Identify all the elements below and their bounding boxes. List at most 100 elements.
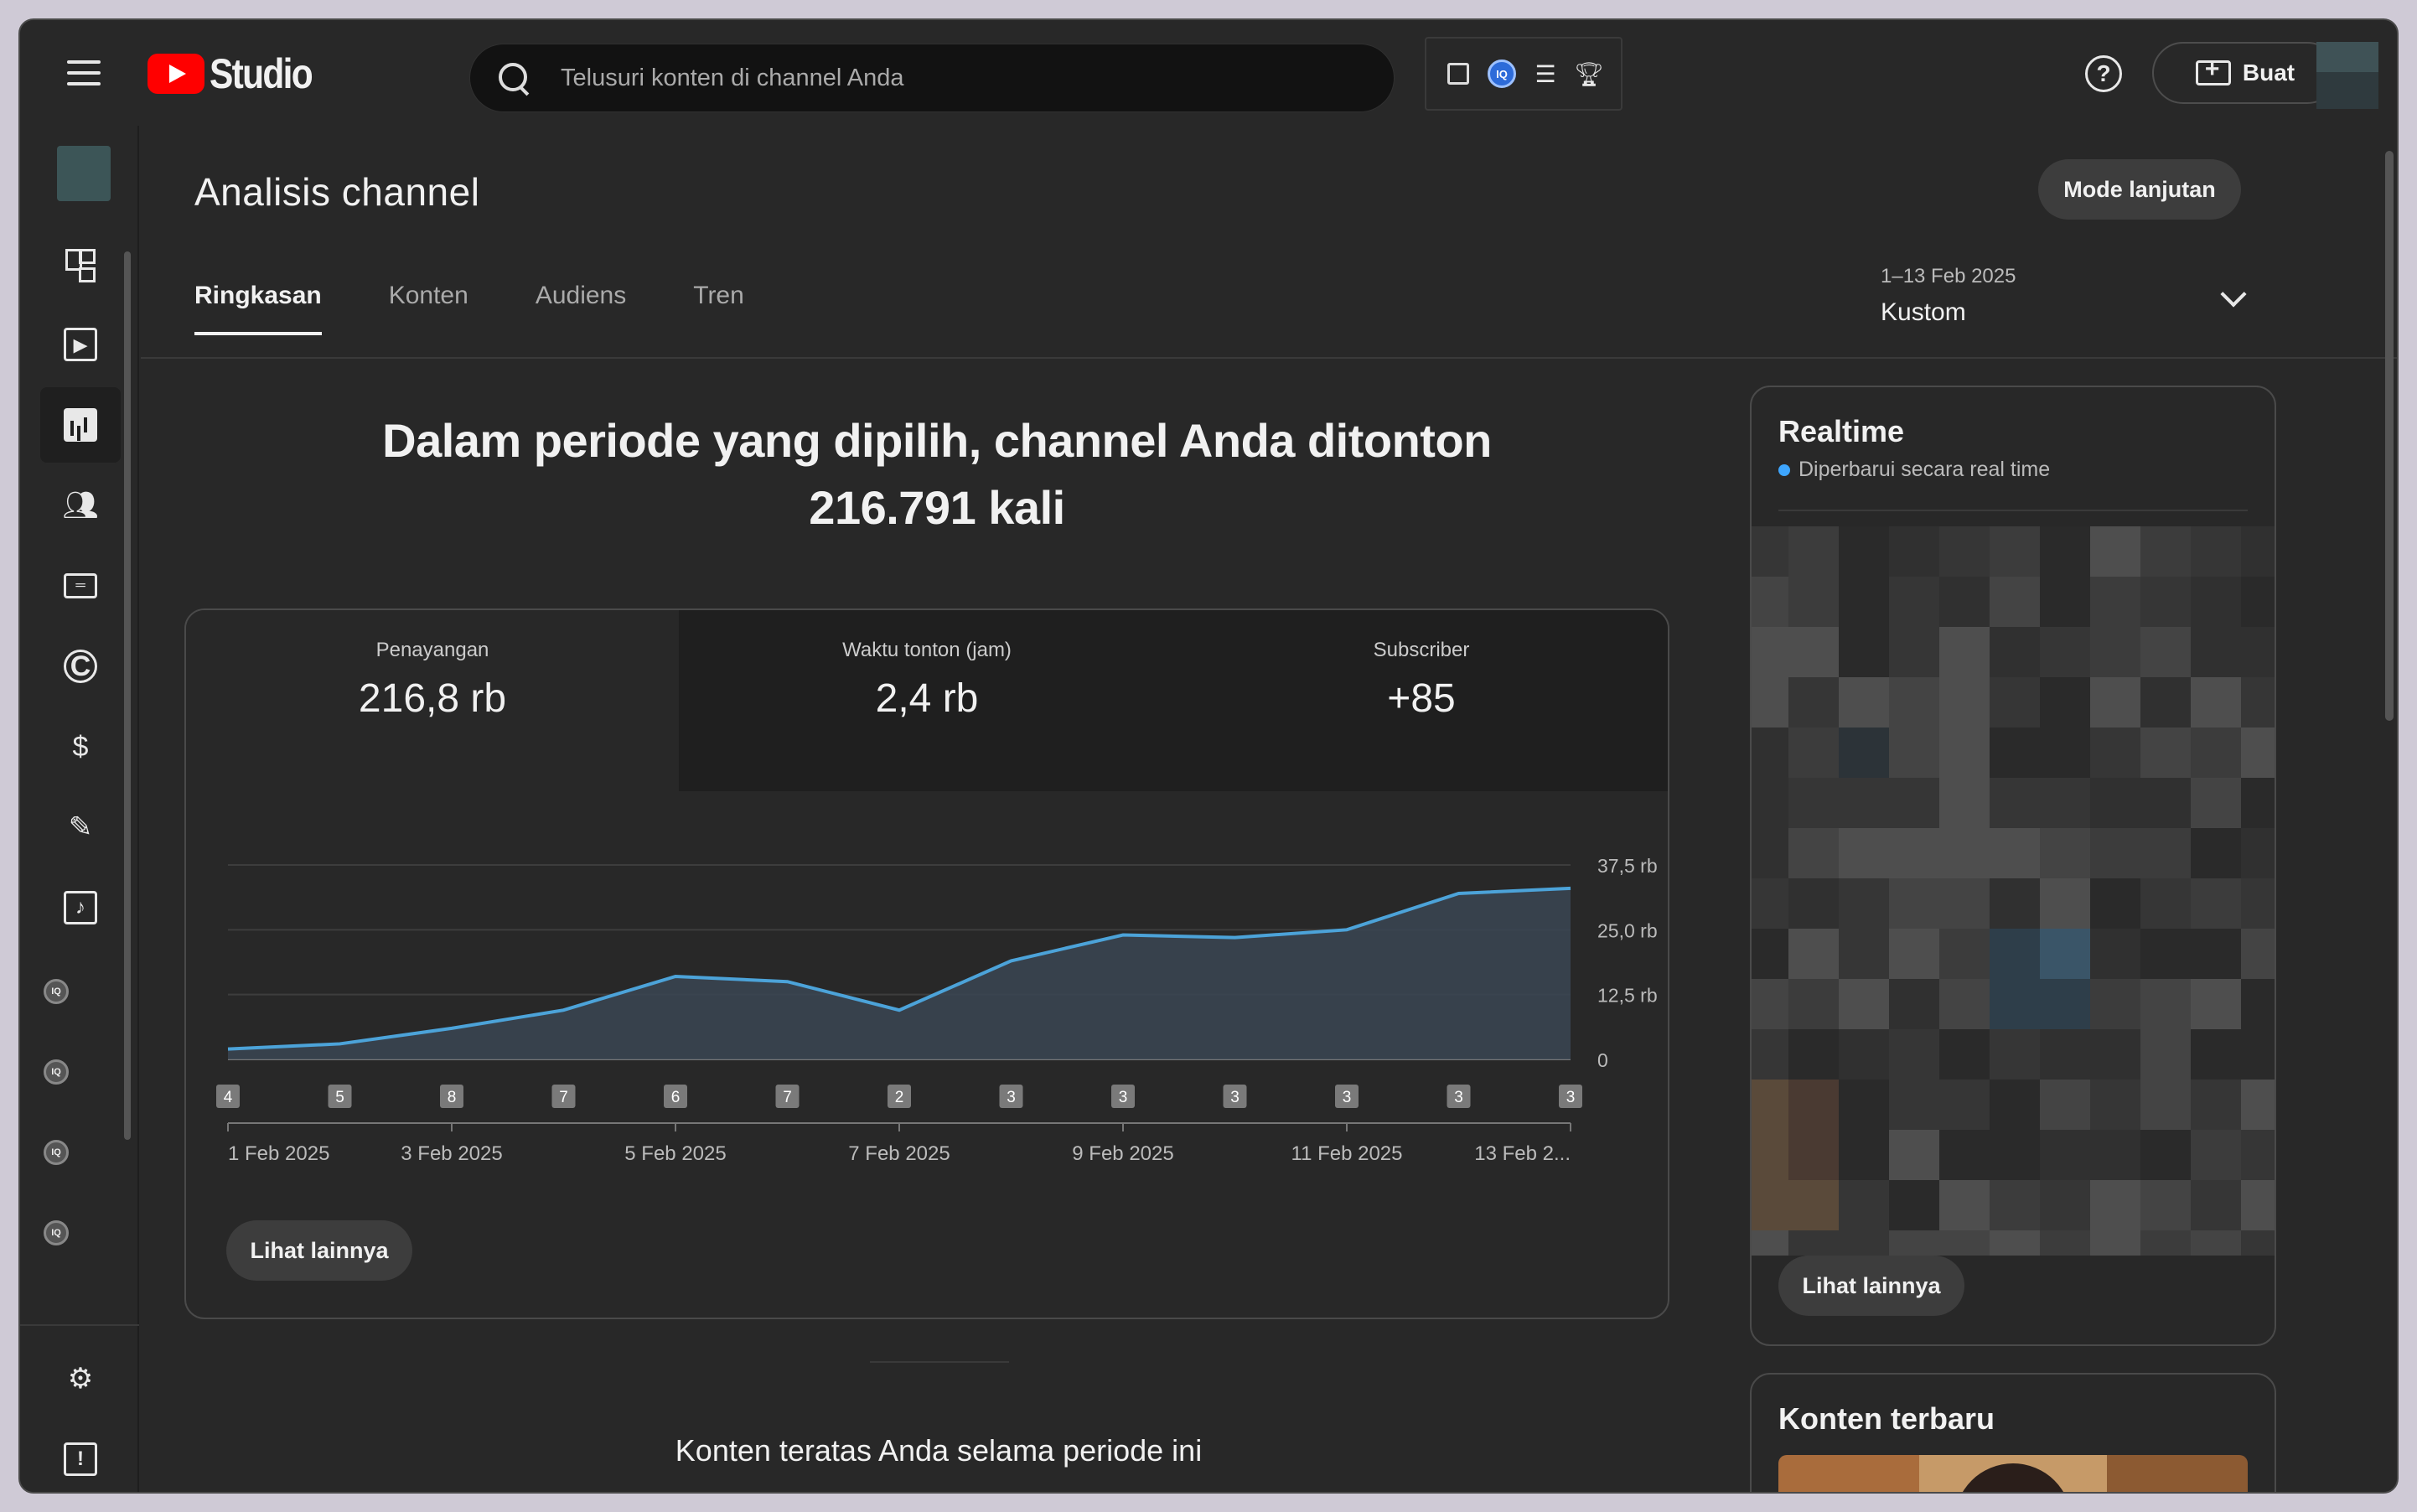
tab-audience[interactable]: Audiens — [535, 282, 627, 309]
blurred-tile — [2241, 1080, 2275, 1130]
upload-marker-count: 8 — [448, 1089, 457, 1106]
upload-marker-count: 3 — [1007, 1089, 1016, 1106]
vidiq-icon[interactable]: IQ — [44, 979, 69, 1004]
blurred-tile — [2040, 677, 2090, 728]
search-box[interactable] — [469, 44, 1395, 112]
blurred-tile — [2090, 828, 2140, 878]
vidiq-icon[interactable]: IQ — [44, 1059, 69, 1085]
copyright-icon: C — [64, 650, 97, 683]
blurred-tile — [2191, 929, 2241, 979]
blurred-tile — [1939, 728, 1990, 778]
sidebar-item-dashboard[interactable] — [40, 226, 121, 302]
metric-watch-time[interactable]: Waktu tonton (jam) 2,4 rb — [681, 610, 1175, 791]
search-input[interactable] — [561, 64, 1315, 92]
blurred-tile — [1990, 828, 2040, 878]
analytics-bar-icon[interactable] — [1444, 60, 1472, 88]
blurred-tile — [1839, 778, 1889, 828]
magic-wand-icon: ✎ — [68, 811, 93, 843]
blurred-tile — [2140, 526, 2191, 577]
main-scrollbar[interactable] — [2385, 151, 2394, 721]
blurred-tile — [1839, 627, 1889, 677]
tabs-divider — [141, 357, 2397, 359]
x-tick-label: 11 Feb 2025 — [1291, 1142, 1403, 1165]
upload-marker — [1111, 1085, 1135, 1108]
date-range-picker[interactable]: 1–13 Feb 2025 Kustom — [1881, 265, 2266, 327]
create-button[interactable]: Buat — [2152, 42, 2338, 104]
sidebar-item-customization[interactable]: ✎ — [40, 790, 121, 865]
y-tick-label: 25,0 rb — [1597, 919, 1658, 941]
blurred-tile — [2191, 526, 2241, 577]
realtime-see-more-button[interactable]: Lihat lainnya — [1778, 1256, 1964, 1316]
blurred-tile — [2191, 878, 2241, 929]
trophy-icon[interactable]: 🏆︎ — [1574, 60, 1604, 87]
upload-marker-count: 4 — [224, 1089, 233, 1106]
metric-views[interactable]: Penayangan 216,8 rb — [186, 610, 681, 791]
blurred-tile — [1788, 728, 1839, 778]
feedback-icon: ! — [64, 1442, 97, 1476]
latest-video-thumbnail[interactable] — [1778, 1455, 2248, 1492]
blurred-tile — [2090, 526, 2140, 577]
blurred-tile — [1939, 1130, 1990, 1180]
upload-marker-count: 7 — [559, 1089, 568, 1106]
vidiq-icon[interactable]: IQ — [44, 1220, 69, 1245]
tab-content[interactable]: Konten — [388, 282, 468, 309]
see-more-button[interactable]: Lihat lainnya — [226, 1220, 412, 1281]
blurred-tile — [2191, 979, 2241, 1029]
sidebar-item-audio-library[interactable]: ♪ — [40, 870, 121, 945]
metric-label: Waktu tonton (jam) — [842, 639, 1012, 661]
blurred-tile — [1939, 677, 1990, 728]
metric-subscribers[interactable]: Subscriber +85 — [1175, 610, 1668, 791]
sidebar-item-content[interactable]: ▸ — [40, 307, 121, 382]
advanced-mode-button[interactable]: Mode lanjutan — [2038, 159, 2241, 220]
blurred-tile — [2040, 728, 2090, 778]
realtime-divider — [1778, 510, 2248, 511]
studio-logo[interactable]: Studio — [148, 49, 330, 99]
list-icon[interactable]: ☰ — [1535, 60, 1556, 87]
analytics-tabs: Ringkasan Konten Audiens Tren — [194, 282, 811, 335]
sidebar-scrollbar[interactable] — [124, 251, 131, 1140]
blurred-tile — [2090, 1180, 2140, 1230]
menu-icon[interactable] — [65, 55, 102, 92]
blurred-tile — [1889, 778, 1939, 828]
metric-tabs: Penayangan 216,8 rb Waktu tonton (jam) 2… — [186, 610, 1668, 791]
blurred-tile — [1939, 778, 1990, 828]
blurred-tile — [1939, 577, 1990, 627]
create-video-icon — [2195, 55, 2231, 85]
upload-marker-count: 3 — [1119, 1089, 1128, 1106]
sidebar-item-settings[interactable]: ⚙ — [40, 1341, 121, 1416]
summary-headline: Dalam periode yang dipilih, channel Anda… — [283, 407, 1591, 541]
sidebar-item-earn[interactable]: $ — [40, 709, 121, 784]
sidebar-item-subtitles[interactable]: ═ — [40, 548, 121, 624]
channel-avatar[interactable] — [57, 146, 111, 201]
blurred-tile — [2241, 1180, 2275, 1230]
blurred-tile — [1752, 728, 1788, 778]
blurred-tile — [2241, 1029, 2275, 1080]
blurred-tile — [1889, 627, 1939, 677]
blurred-tile — [2140, 929, 2191, 979]
tab-overview[interactable]: Ringkasan — [194, 282, 322, 335]
blurred-tile — [1990, 1029, 2040, 1080]
vidiq-icon[interactable]: IQ — [1488, 60, 1516, 88]
blurred-tile — [2191, 1029, 2241, 1080]
tab-trends[interactable]: Tren — [693, 282, 744, 309]
sidebar-item-copyright[interactable]: C — [40, 629, 121, 704]
blurred-tile — [1990, 526, 2040, 577]
upload-marker — [328, 1085, 352, 1108]
blurred-tile — [1889, 526, 1939, 577]
help-icon[interactable]: ? — [2085, 55, 2122, 92]
blurred-tile — [1939, 828, 1990, 878]
blurred-tile — [2191, 1230, 2241, 1256]
sidebar-item-community[interactable]: 👥︎ — [40, 468, 121, 543]
blurred-tile — [2140, 979, 2191, 1029]
y-tick-label: 37,5 rb — [1597, 855, 1658, 877]
upload-marker-count: 6 — [671, 1089, 681, 1106]
blurred-tile — [2191, 728, 2241, 778]
sidebar-item-analytics[interactable] — [40, 387, 121, 463]
blurred-tile — [2040, 1029, 2090, 1080]
metric-label: Penayangan — [375, 639, 489, 661]
sidebar-item-feedback[interactable]: ! — [40, 1421, 121, 1492]
account-avatar[interactable] — [2316, 42, 2378, 109]
blurred-tile — [1889, 828, 1939, 878]
vidiq-icon[interactable]: IQ — [44, 1140, 69, 1165]
blurred-tile — [1752, 627, 1788, 677]
